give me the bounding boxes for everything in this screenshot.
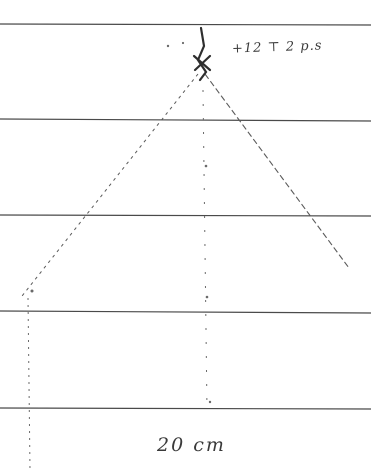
ruled-line	[0, 407, 371, 410]
left-slope-line	[21, 73, 199, 297]
top-annotation: +12 ⊤ 2 p.s	[231, 38, 323, 57]
center-axis	[202, 89, 208, 411]
bottom-annotation: 20 cm	[157, 434, 226, 456]
apex-marker	[192, 26, 212, 82]
right-slope-line	[204, 73, 350, 269]
pencil-marks	[30, 41, 212, 404]
ruled-line	[0, 214, 371, 217]
ruled-line	[0, 23, 371, 26]
ruled-line	[0, 310, 371, 314]
left-vertical-line	[27, 297, 31, 471]
ruled-lines	[0, 23, 371, 410]
ruled-line	[0, 118, 371, 122]
